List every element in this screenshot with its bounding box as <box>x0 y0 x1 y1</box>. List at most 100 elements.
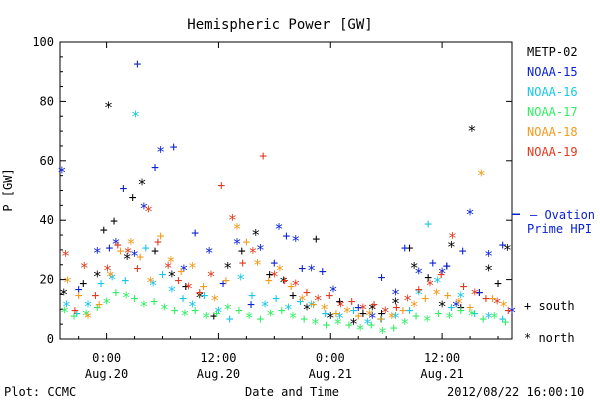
data-point: * <box>452 297 461 315</box>
data-point: * <box>245 309 254 327</box>
data-point: + <box>266 268 274 283</box>
data-point: * <box>126 235 135 253</box>
data-point: + <box>117 244 125 259</box>
data-point: * <box>156 143 165 161</box>
data-point: * <box>448 229 457 247</box>
data-point: * <box>123 250 132 268</box>
data-point: + <box>325 288 333 303</box>
data-point: + <box>133 57 141 72</box>
legend-entry: NOAA-16 <box>527 85 578 99</box>
data-point: * <box>363 315 372 333</box>
data-point: + <box>97 277 105 292</box>
data-point: + <box>151 244 159 259</box>
data-point: + <box>226 312 234 327</box>
x-axis-label: Date and Time <box>245 385 339 399</box>
data-point: * <box>60 303 69 321</box>
x-tick-time-label: 0:00 <box>92 351 121 365</box>
data-point: * <box>484 309 493 327</box>
data-point: * <box>484 247 493 265</box>
data-point: * <box>111 235 120 253</box>
symbol-legend-entry: + south <box>524 299 575 313</box>
data-point: * <box>103 262 112 280</box>
data-point: + <box>322 306 330 321</box>
data-point: + <box>133 262 141 277</box>
data-point: * <box>484 262 493 280</box>
data-point: + <box>475 285 483 300</box>
data-point: + <box>502 315 510 330</box>
data-point: * <box>368 300 377 318</box>
data-point: * <box>233 220 242 238</box>
data-point: * <box>80 259 89 277</box>
x-tick-time-label: 12:00 <box>200 351 236 365</box>
data-point: * <box>274 220 283 238</box>
data-point: + <box>217 179 225 194</box>
data-point: * <box>410 297 419 315</box>
data-point: * <box>423 312 432 330</box>
data-point: * <box>490 309 499 327</box>
data-point: + <box>399 303 407 318</box>
data-point: + <box>272 291 280 306</box>
data-point: + <box>174 274 182 289</box>
data-point: + <box>424 217 432 232</box>
data-point: * <box>251 226 260 244</box>
data-point: + <box>259 149 267 164</box>
data-point: + <box>75 288 83 303</box>
data-point: + <box>494 277 502 292</box>
data-point: + <box>401 241 409 256</box>
data-point: + <box>281 274 289 289</box>
data-point: + <box>300 312 308 327</box>
data-point: * <box>108 271 117 289</box>
data-point: + <box>213 306 221 321</box>
data-point: * <box>438 265 447 283</box>
data-point: + <box>265 274 273 289</box>
data-point: * <box>279 274 288 292</box>
data-point: + <box>370 297 378 312</box>
ovation-label-line-1: – Ovation <box>530 208 595 222</box>
data-point: + <box>256 312 264 327</box>
data-point: * <box>104 98 113 116</box>
data-point: + <box>114 238 122 253</box>
data-point: * <box>467 306 476 324</box>
data-point: + <box>378 312 386 327</box>
data-point: * <box>122 288 131 306</box>
data-point: * <box>275 262 284 280</box>
data-point: + <box>499 312 507 327</box>
data-point: + <box>154 235 162 250</box>
data-point: + <box>348 294 356 309</box>
data-point: * <box>59 285 68 303</box>
data-point: + <box>142 241 150 256</box>
data-point: * <box>335 309 344 327</box>
legend-entry: NOAA-15 <box>527 65 578 79</box>
data-point: * <box>63 274 72 292</box>
data-point: + <box>434 306 442 321</box>
data-point: + <box>179 291 187 306</box>
data-point: * <box>180 306 189 324</box>
data-point: + <box>444 288 452 303</box>
data-point: + <box>278 303 286 318</box>
data-point: * <box>438 297 447 315</box>
x-tick-time-label: 0:00 <box>316 351 345 365</box>
data-point: * <box>381 303 390 321</box>
data-point: * <box>378 324 387 342</box>
data-point: * <box>184 280 193 298</box>
data-points: *+ *+*+*+*+*+*+*+*+ *+*+*+*+ * +*+*+*+*+*+*+… <box>57 57 516 342</box>
data-point: + <box>151 161 159 176</box>
data-point: + <box>390 321 398 336</box>
data-point: + <box>332 306 340 321</box>
data-point: * <box>433 274 442 292</box>
data-point: * <box>214 303 223 321</box>
data-point: + <box>297 294 305 309</box>
data-point: * <box>124 244 133 262</box>
data-point: + <box>73 306 81 321</box>
data-point: + <box>377 312 385 327</box>
data-point: + <box>110 214 118 229</box>
data-point: + <box>350 303 358 318</box>
data-point: * <box>391 285 400 303</box>
data-point: * <box>445 309 454 327</box>
x-tick-date-label: Aug.20 <box>197 367 240 381</box>
footer-plot-credit: Plot: CCMC <box>4 385 76 399</box>
data-point: + <box>475 285 483 300</box>
data-point: + <box>471 306 479 321</box>
data-point: + <box>323 318 331 333</box>
data-point: * <box>387 309 396 327</box>
